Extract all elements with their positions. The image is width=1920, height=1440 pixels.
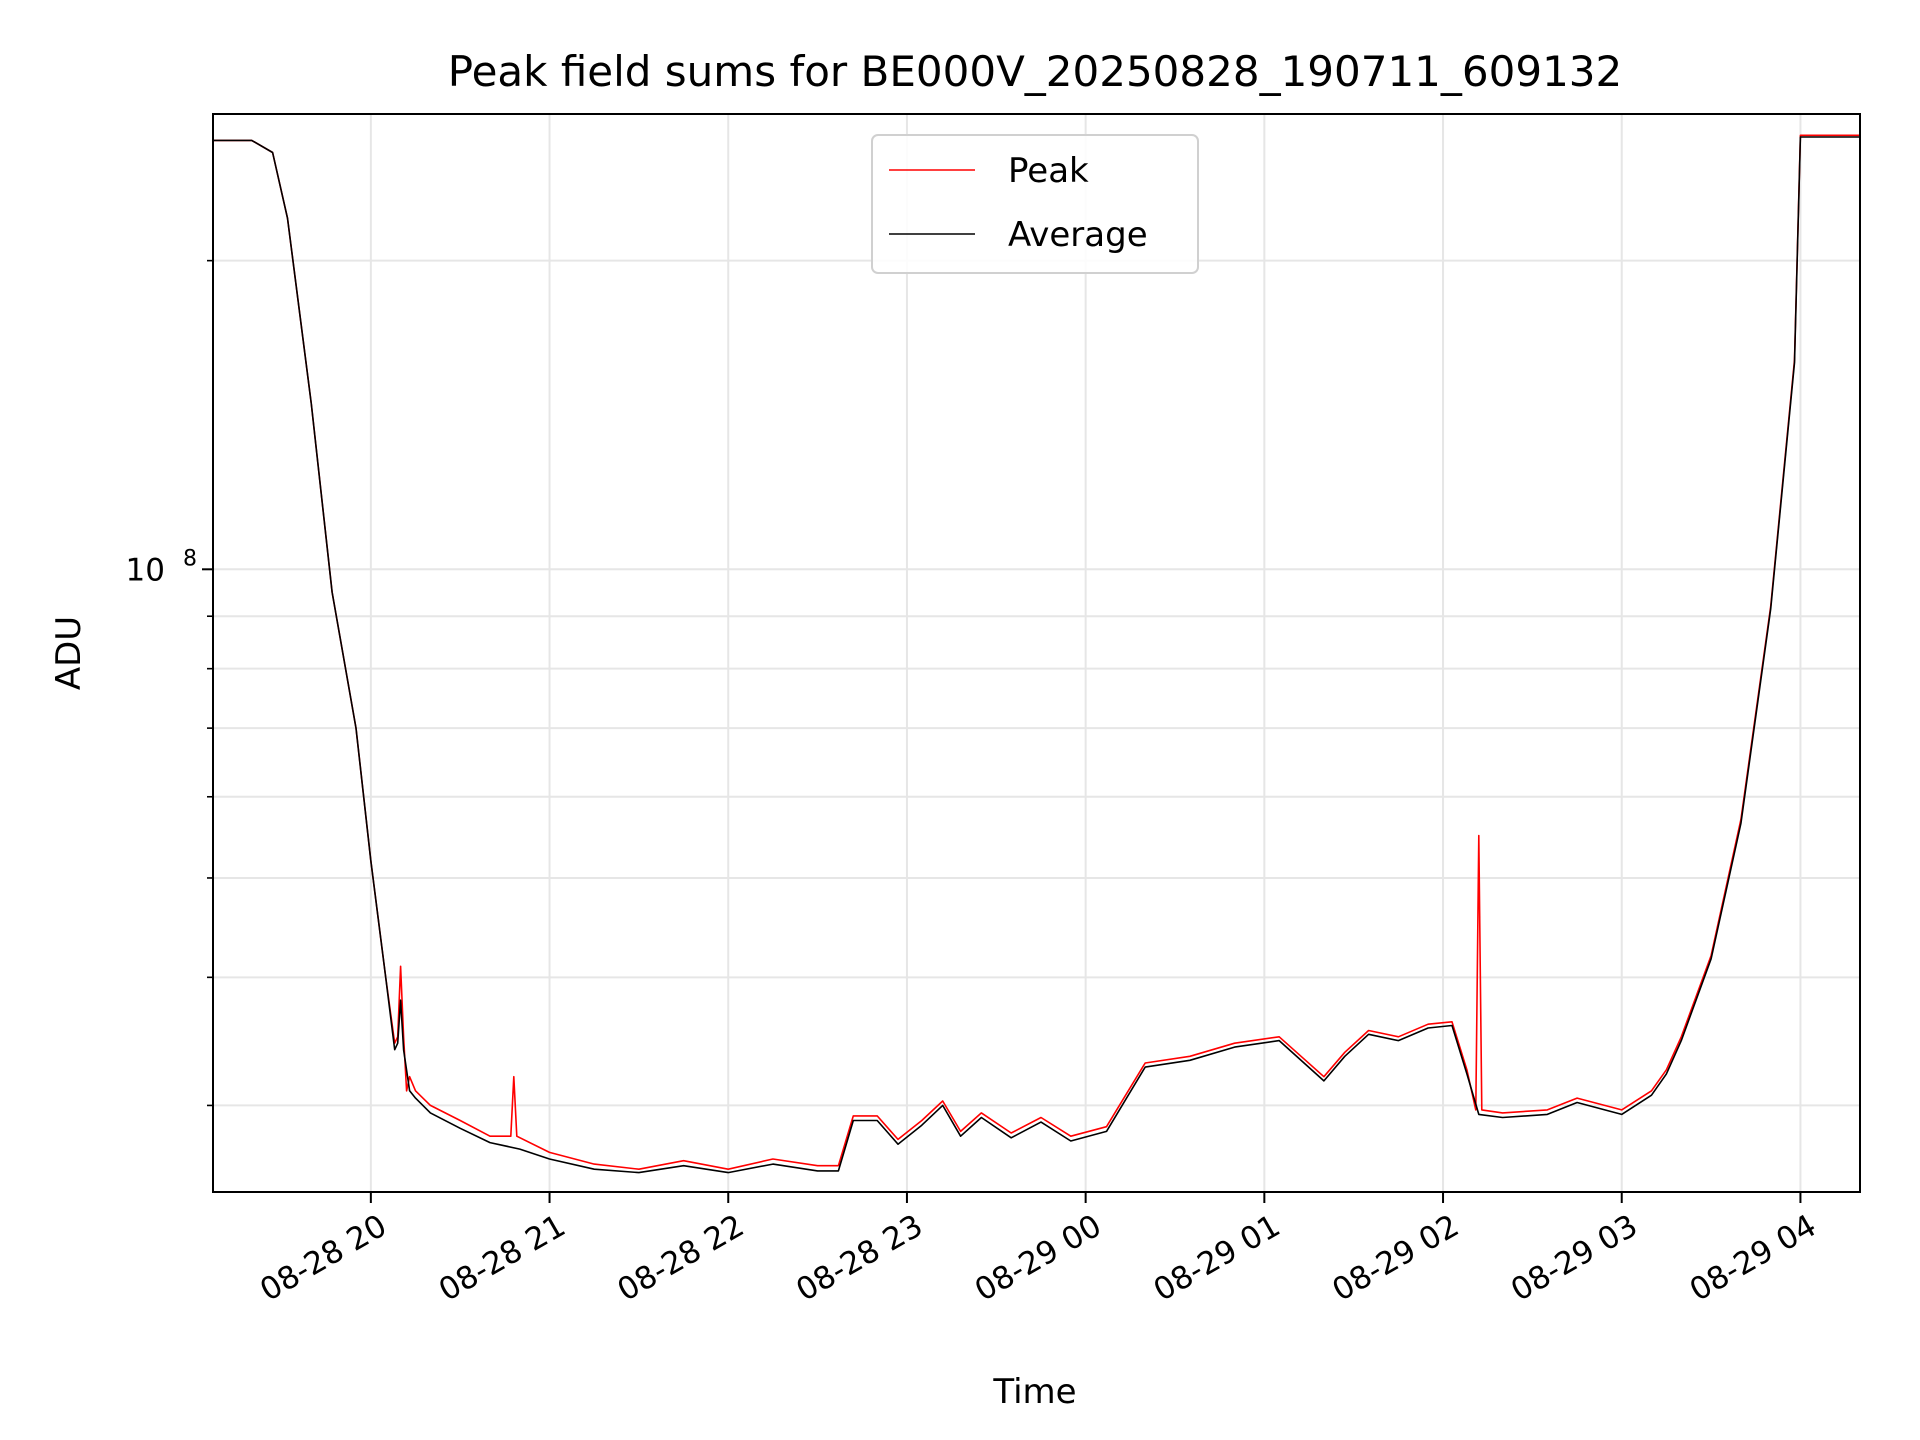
y-axis-label: ADU: [49, 616, 89, 690]
plot-frame: [212, 113, 1861, 1193]
series-line-average: [213, 136, 1860, 1174]
series-line-peak: [213, 134, 1860, 1170]
x-axis-label: Time: [992, 1372, 1076, 1412]
chart-title: Peak field sums for BE000V_20250828_1907…: [448, 47, 1622, 96]
legend-label-peak: Peak: [1008, 151, 1089, 191]
y-tick-label-exponent: 8: [183, 546, 197, 571]
y-tick-label: 10: [126, 552, 165, 588]
y-axis: 10 8: [126, 259, 213, 1107]
legend-label-average: Average: [1008, 215, 1148, 255]
series-layer: [213, 134, 1860, 1174]
legend: Peak Average: [871, 134, 1199, 274]
